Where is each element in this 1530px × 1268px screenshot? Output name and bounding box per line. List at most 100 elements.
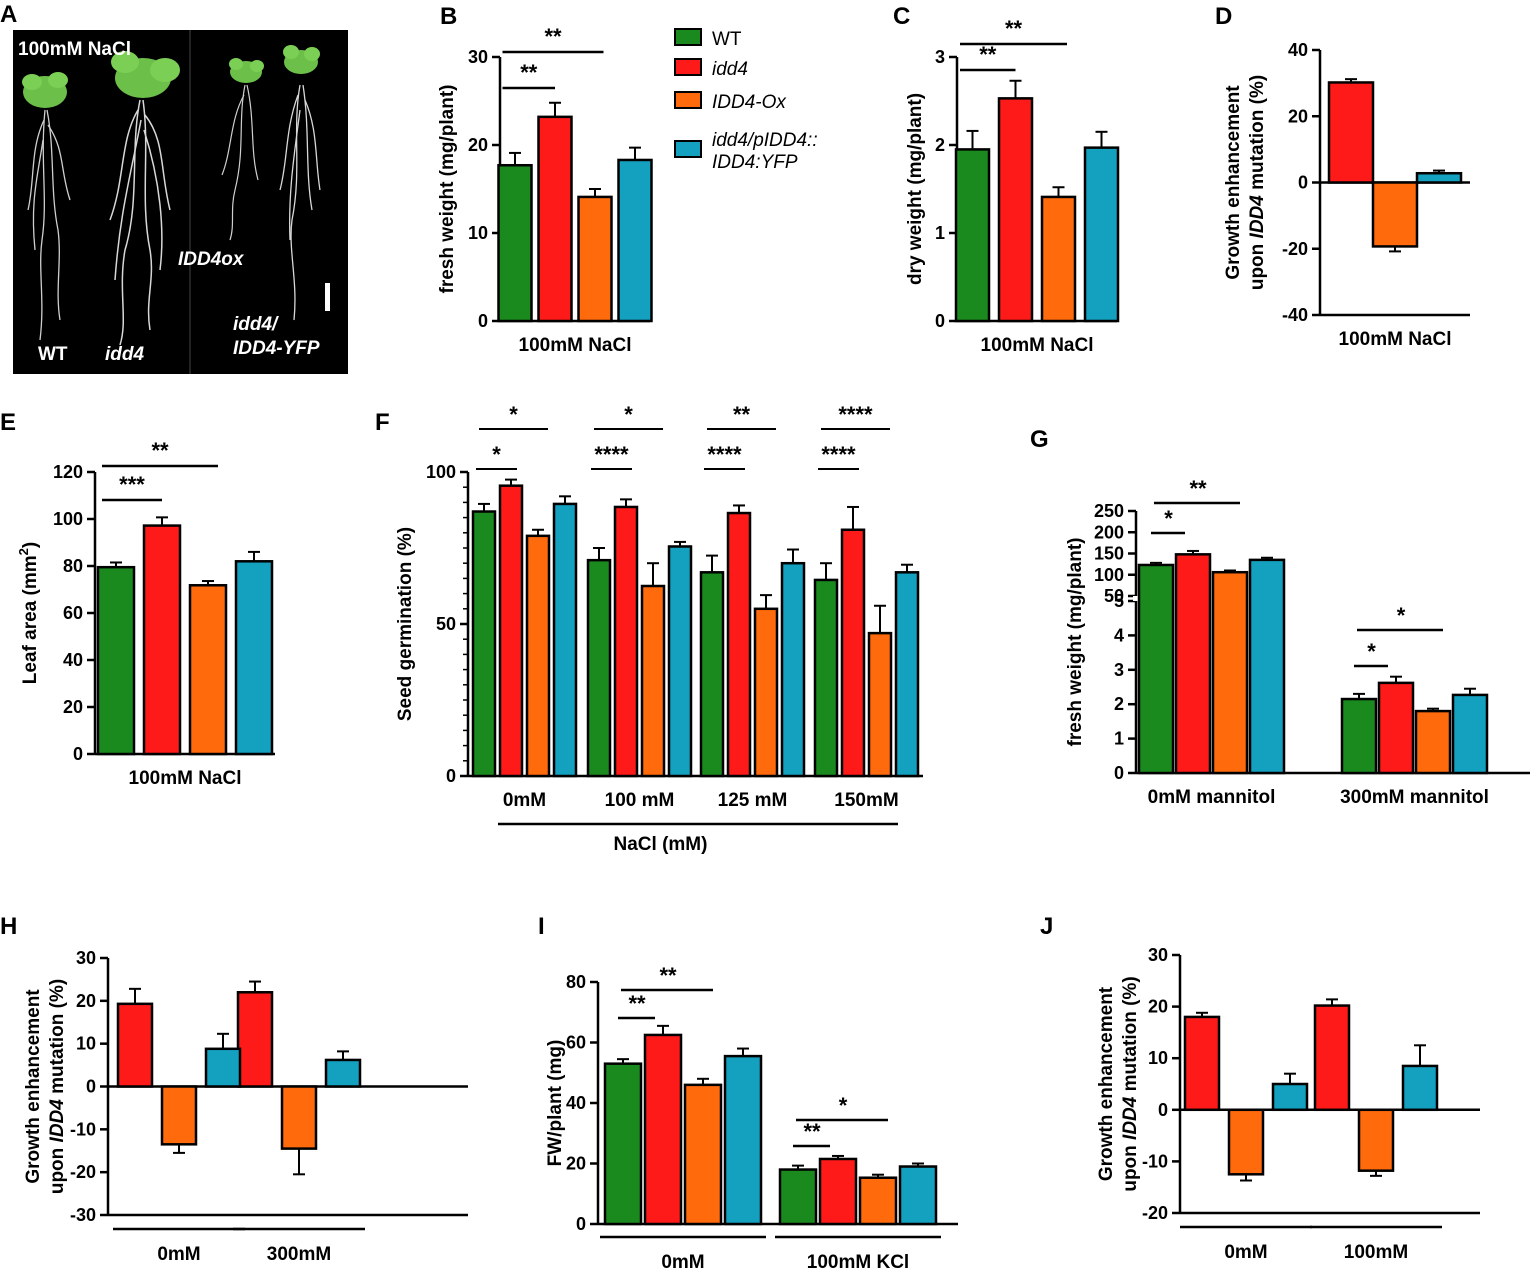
significance-label: **** [821, 442, 856, 467]
y-axis-label: FW/plant (mg) [545, 1040, 566, 1167]
group-label: 0mM [157, 1244, 200, 1265]
bar [617, 158, 653, 323]
y-axis-label: fresh weight (mg/plant) [437, 85, 458, 294]
bar [840, 528, 866, 778]
bar [116, 1002, 154, 1088]
y-label-part: IDD4 [1247, 195, 1268, 239]
bar [640, 584, 666, 778]
seedling-idd4ox [221, 58, 264, 241]
panel-f: F 0 50 100 Seed germination (%) 0mM 100 mM 125 … [375, 402, 923, 855]
x-axis-label: NaCl (mM) [614, 834, 708, 855]
bar [1414, 709, 1452, 775]
y-label-part: IDD4 [1120, 1096, 1141, 1140]
y-tick-label: 20 [63, 697, 83, 717]
legend-label: idd4 [712, 59, 748, 80]
bar [1271, 1082, 1309, 1112]
photo-label-idd4-yfp: idd4/ IDD4-YFP [233, 314, 320, 359]
legend-label: WT [712, 29, 742, 50]
y-tick-label: 30 [76, 948, 96, 968]
bar [280, 1085, 318, 1150]
bar [699, 571, 725, 778]
bar [813, 578, 839, 778]
group-label: 100 mM [605, 790, 675, 811]
y-tick-label: 100 [53, 509, 83, 529]
photo-title: 100mM NaCl [18, 39, 131, 60]
bar [96, 565, 136, 756]
bar [204, 1047, 242, 1088]
photo-label-idd4ox: IDD4ox [178, 249, 245, 270]
seedling-wt [22, 72, 71, 341]
bar [603, 1062, 643, 1226]
y-tick-label: 0 [86, 1077, 96, 1097]
y-axis-label-line: Growth enhancement [23, 989, 44, 1184]
significance-label: ** [803, 1119, 821, 1144]
photo-label-wt: WT [38, 344, 68, 365]
bar [1313, 1004, 1351, 1112]
panel-letter-g: G [1030, 426, 1049, 453]
significance-label: * [1164, 506, 1173, 531]
y-tick-label: 0 [1114, 763, 1124, 783]
group-label: 100mM KCl [807, 1252, 909, 1268]
y-axis-label-line: dry weight (mg/plant) [905, 93, 926, 285]
group-label: 300mM [267, 1244, 331, 1265]
y-tick-label: 40 [1288, 40, 1308, 60]
y-label-part: upon [1120, 1140, 1141, 1192]
y-tick-label: 50 [436, 614, 456, 634]
bar [667, 545, 693, 778]
y-label-part: 2 [16, 548, 31, 555]
bar [1083, 146, 1120, 323]
y-axis-label-line: upon IDD4 mutation (%) [1247, 75, 1268, 290]
bar [1401, 1064, 1439, 1112]
group-label: 0mM mannitol [1148, 787, 1276, 808]
y-axis-label: Leaf area (mm2) [16, 542, 41, 684]
bar [954, 148, 991, 323]
seedling-idd4-idd4yfp [279, 45, 321, 321]
y-tick-label: 0 [576, 1214, 586, 1234]
bar [683, 1083, 723, 1226]
y-label-part: upon [1247, 238, 1268, 290]
group-label: 100mM NaCl [519, 335, 632, 356]
y-tick-label: 150 [1094, 544, 1124, 564]
panel-b: B 0 10 20 30 fresh weight (mg/plant) 100mM NaC… [437, 3, 653, 356]
panel-c: C 0 1 2 3 dry weight (mg/plant) 100mM NaCl ** ** [893, 3, 1120, 356]
legend-swatch [674, 28, 702, 46]
axis-break-gap [1133, 596, 1530, 601]
y-axis-label: Growth enhancement upon IDD4 mutation (%) [1096, 976, 1141, 1191]
significance-label: **** [594, 442, 629, 467]
bar [1227, 1108, 1265, 1176]
y-label-part: Leaf area (mm [20, 555, 41, 684]
bar [1040, 195, 1077, 323]
group-label: 100mM NaCl [981, 335, 1094, 356]
bar [898, 1165, 938, 1226]
significance-label: *** [119, 472, 145, 497]
panel-a: A [0, 1, 348, 374]
group-label: 300mM mannitol [1340, 787, 1489, 808]
y-tick-label: 100 [1094, 565, 1124, 585]
y-tick-label: 1 [935, 223, 945, 243]
bar [537, 115, 573, 323]
y-tick-label: 20 [76, 991, 96, 1011]
bar [1340, 697, 1378, 775]
group-label: 100mM NaCl [1339, 329, 1452, 350]
bar [723, 1054, 763, 1226]
y-tick-label: 10 [1148, 1048, 1168, 1068]
y-tick-label: 30 [1148, 945, 1168, 965]
y-tick-label: 80 [566, 972, 586, 992]
group-label: 150mM [834, 790, 898, 811]
y-tick-label: 40 [566, 1093, 586, 1113]
group-label: 125 mM [718, 790, 788, 811]
significance-label: * [1397, 603, 1406, 628]
y-tick-label: 60 [63, 603, 83, 623]
panel-letter-h: H [0, 913, 17, 940]
y-tick-label: 50 [1104, 586, 1124, 606]
panel-d: D -40 -20 0 20 40 Growth enhancement upon IDD4 … [1215, 3, 1470, 350]
significance-label: * [624, 402, 633, 427]
y-axis-label: Growth enhancement upon IDD4 mutation (%) [1223, 75, 1268, 290]
y-tick-label: 0 [1158, 1100, 1168, 1120]
y-axis-label-line: fresh weight (mg/plant) [437, 85, 458, 294]
bar [778, 1168, 818, 1226]
significance-label: ** [520, 60, 538, 85]
